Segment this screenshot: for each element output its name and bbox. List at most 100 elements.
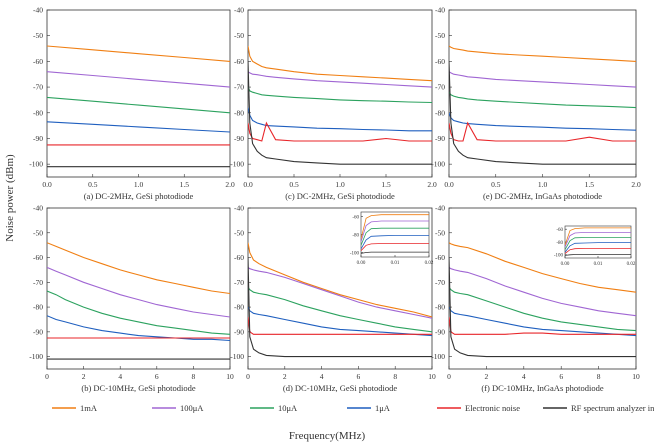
y-tick-label: -70 (234, 83, 244, 92)
y-tick-label: -60 (352, 215, 359, 220)
series-line (47, 266, 230, 318)
y-tick-label: -70 (435, 83, 445, 92)
y-tick-label: -100 (230, 160, 244, 169)
y-tick-label: -100 (431, 160, 445, 169)
series-line (565, 254, 631, 256)
x-tick-label: 8 (597, 372, 601, 381)
x-tick-label: 2 (485, 372, 489, 381)
y-tick-label: -80 (33, 303, 43, 312)
x-tick-label: 8 (192, 372, 196, 381)
y-tick-label: -60 (435, 57, 445, 66)
series-line (361, 234, 429, 250)
y-tick-label: -100 (350, 251, 360, 256)
x-tick-label: 10 (428, 372, 436, 381)
y-tick-label: -90 (234, 134, 244, 143)
x-tick-label: 0.5 (289, 180, 299, 189)
series-line (248, 286, 432, 333)
y-tick-label: -70 (33, 278, 43, 287)
series-line (248, 306, 432, 337)
x-tick-label: 2.0 (427, 180, 437, 189)
x-tick-label: 0.02 (627, 262, 636, 267)
series-line (47, 290, 230, 335)
x-tick-label: 6 (559, 372, 563, 381)
series-line (248, 121, 432, 142)
series-line (449, 121, 636, 142)
series-line (361, 251, 429, 254)
y-tick-label: -80 (352, 233, 359, 238)
x-tick-label: 4 (118, 372, 122, 381)
x-tick-label: 0.02 (425, 261, 434, 266)
plot-frame (46, 9, 231, 178)
y-tick-label: -80 (435, 303, 445, 312)
x-tick-label: 6 (357, 372, 361, 381)
y-axis-label: Noise power (dBm) (4, 154, 16, 242)
panel-d: 0 2 4 6 8 10 -40 -50 -60 -70 -80 -90 -100 (d) DC-10MH… (230, 204, 436, 394)
legend-label: Electronic noise (465, 403, 520, 413)
series-line (565, 237, 631, 250)
x-tick-label: 2.0 (225, 180, 235, 189)
series-line (248, 266, 432, 319)
series-line (361, 227, 429, 246)
series-line (449, 316, 636, 335)
y-tick-label: -60 (234, 253, 244, 262)
series-line (449, 266, 636, 317)
x-tick-label: 0.00 (561, 262, 570, 267)
y-tick-label: -70 (435, 278, 445, 287)
panel-title: (d) DC-10MHz, GeSi photodiode (283, 383, 397, 393)
series-line (449, 45, 636, 62)
series-line (248, 107, 432, 132)
plot-frame (448, 9, 637, 178)
plot-frame (360, 211, 430, 258)
y-tick-label: -90 (234, 327, 244, 336)
series-line (248, 45, 432, 82)
y-tick-label: -50 (234, 228, 244, 237)
series-line (361, 220, 429, 242)
inset-d: 0.00 0.01 0.02 -60 -80 -100 (350, 211, 434, 266)
legend-label: 100μA (180, 403, 204, 413)
y-tick-label: -50 (435, 228, 445, 237)
plot-frame (46, 207, 231, 370)
series-line (47, 45, 230, 62)
series-line (47, 71, 230, 88)
series-line (47, 96, 230, 114)
x-tick-label: 0 (447, 372, 451, 381)
y-tick-label: -60 (556, 228, 563, 233)
x-tick-label: 2 (82, 372, 86, 381)
y-tick-label: -50 (33, 228, 43, 237)
y-tick-label: -100 (230, 352, 244, 361)
y-tick-label: -80 (33, 108, 43, 117)
x-tick-label: 4 (320, 372, 324, 381)
x-tick-label: 1.5 (585, 180, 595, 189)
y-tick-label: -100 (554, 254, 564, 259)
series-line (565, 242, 631, 253)
series-line (449, 91, 636, 109)
x-tick-label: 1.5 (180, 180, 190, 189)
y-tick-label: -40 (234, 6, 244, 15)
x-tick-label: 0.0 (42, 180, 52, 189)
panel-title: (e) DC-2MHz, InGaAs photodiode (483, 191, 602, 201)
series-line (565, 247, 631, 254)
y-tick-label: -90 (435, 327, 445, 336)
panel-b: 0 2 4 6 8 10 -40 -50 -60 -70 -80 -90 -100 (b) DC-10MH… (29, 204, 234, 394)
panel-a: 0.0 0.5 1.0 1.5 2.0 -40 -50 -60 -70 -80 -90 -100 (a)… (29, 6, 235, 202)
series-line (449, 242, 636, 293)
y-tick-label: -50 (33, 31, 43, 40)
y-tick-label: -90 (33, 327, 43, 336)
panels: 0.0 0.5 1.0 1.5 2.0 -40 -50 -60 -70 -80 -90 -100 (a)… (29, 6, 641, 394)
panel-c: 0.0 0.5 1.0 1.5 2.0 -40 -50 -60 -70 -80 -90 -100 (c)… (230, 6, 437, 202)
panel-title: (c) DC-2MHz, GeSi photodiode (285, 191, 395, 201)
series-line (449, 286, 636, 332)
y-tick-label: -80 (234, 108, 244, 117)
y-tick-label: -100 (431, 352, 445, 361)
series-line (449, 61, 636, 165)
y-tick-label: -40 (234, 204, 244, 213)
series-line (565, 231, 631, 248)
y-tick-label: -80 (234, 303, 244, 312)
legend-label: 1μA (375, 403, 391, 413)
x-tick-label: 6 (155, 372, 159, 381)
series-line (449, 112, 636, 131)
x-tick-label: 0.01 (594, 262, 603, 267)
y-tick-label: -80 (435, 108, 445, 117)
panel-title: (a) DC-2MHz, GeSi photodiode (84, 191, 194, 201)
